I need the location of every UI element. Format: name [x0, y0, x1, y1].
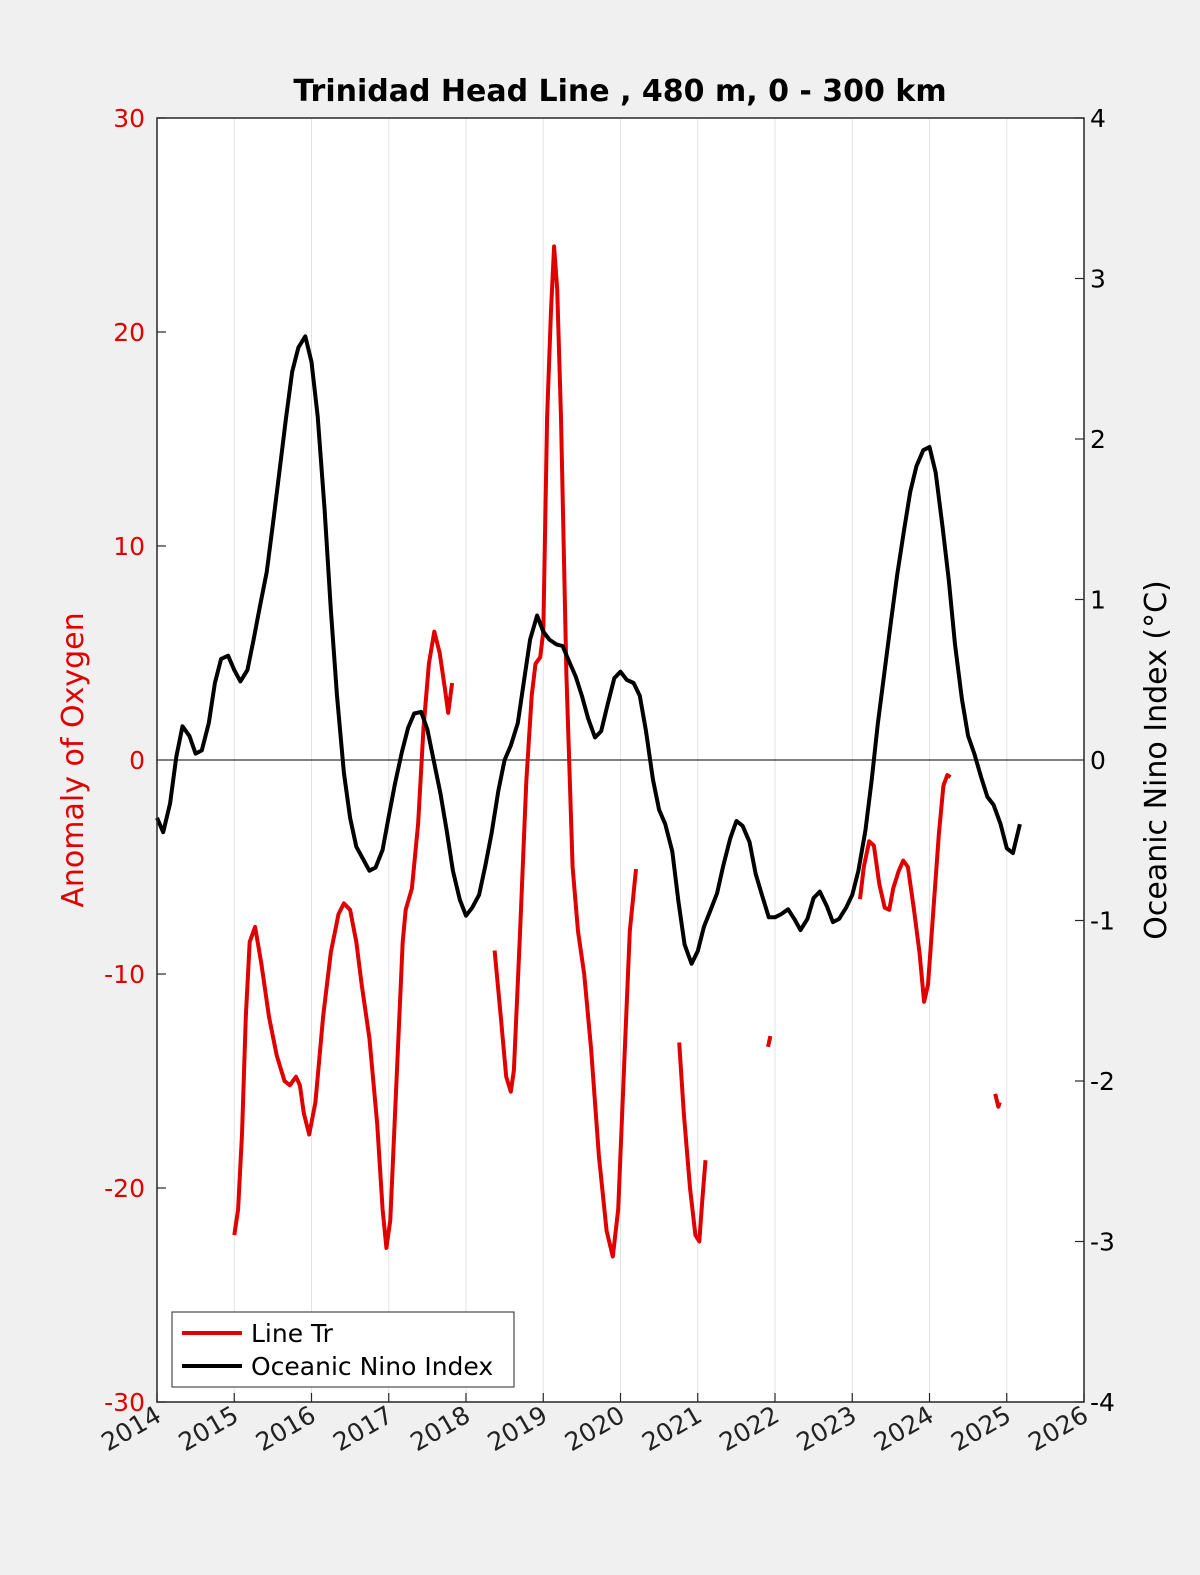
right-tick-label: 4: [1090, 104, 1106, 133]
series-line-line-tr: [993, 1093, 1002, 1109]
x-tick-label: 2015: [174, 1400, 244, 1457]
series-line-line-tr: [232, 629, 455, 1250]
left-tick-label: -10: [104, 960, 145, 989]
legend-label-line-tr: Line Tr: [251, 1319, 334, 1348]
x-tick-label: 2018: [405, 1400, 475, 1457]
right-axis: -4 -3 -2 -1 0 1 2 3 4: [1075, 104, 1115, 1417]
legend-label-oni: Oceanic Nino Index: [251, 1352, 493, 1381]
x-tick-label: 2016: [251, 1400, 321, 1457]
series-layer: [155, 244, 1022, 1259]
series-line-line-tr: [492, 244, 638, 1259]
series-line-line-tr: [677, 1042, 708, 1244]
left-tick-label: 0: [129, 746, 145, 775]
x-tick-label: 2017: [328, 1400, 398, 1457]
right-tick-label: 1: [1090, 586, 1106, 615]
series-line-oceanic-nino-index: [155, 334, 1022, 966]
left-tick-label: 20: [113, 318, 145, 347]
left-tick-label: 10: [113, 532, 145, 561]
x-tick-label: 2026: [1023, 1400, 1093, 1457]
x-tick-label: 2022: [714, 1400, 784, 1457]
y-axis-label-left: Anomaly of Oxygen: [56, 612, 91, 907]
right-tick-label: -2: [1090, 1067, 1115, 1096]
x-tick-label: 2024: [869, 1400, 939, 1457]
legend: Line Tr Oceanic Nino Index: [171, 1311, 515, 1388]
left-axis: -30 -20 -10 0 10 20 30: [104, 104, 166, 1417]
y-axis-label-right: Oceanic Nino Index (°C): [1139, 580, 1174, 940]
right-tick-label: 0: [1090, 746, 1106, 775]
left-tick-label: 30: [113, 104, 145, 133]
series-line-line-tr: [766, 1035, 773, 1048]
x-tick-label: 2023: [792, 1400, 862, 1457]
right-tick-label: 2: [1090, 425, 1106, 454]
legend-box: [171, 1311, 515, 1388]
right-tick-label: -4: [1090, 1388, 1115, 1417]
series-line-line-tr: [858, 773, 952, 1004]
x-tick-label: 2021: [637, 1400, 707, 1457]
right-tick-label: -3: [1090, 1228, 1115, 1257]
chart-title: Trinidad Head Line , 480 m, 0 - 300 km: [293, 74, 946, 109]
x-tick-label: 2019: [483, 1400, 553, 1457]
left-tick-label: -30: [104, 1388, 145, 1417]
left-tick-label: -20: [104, 1174, 145, 1203]
right-tick-label: -1: [1090, 907, 1115, 936]
x-tick-label: 2020: [560, 1400, 630, 1457]
right-tick-label: 3: [1090, 265, 1106, 294]
x-tick-label: 2025: [946, 1400, 1016, 1457]
